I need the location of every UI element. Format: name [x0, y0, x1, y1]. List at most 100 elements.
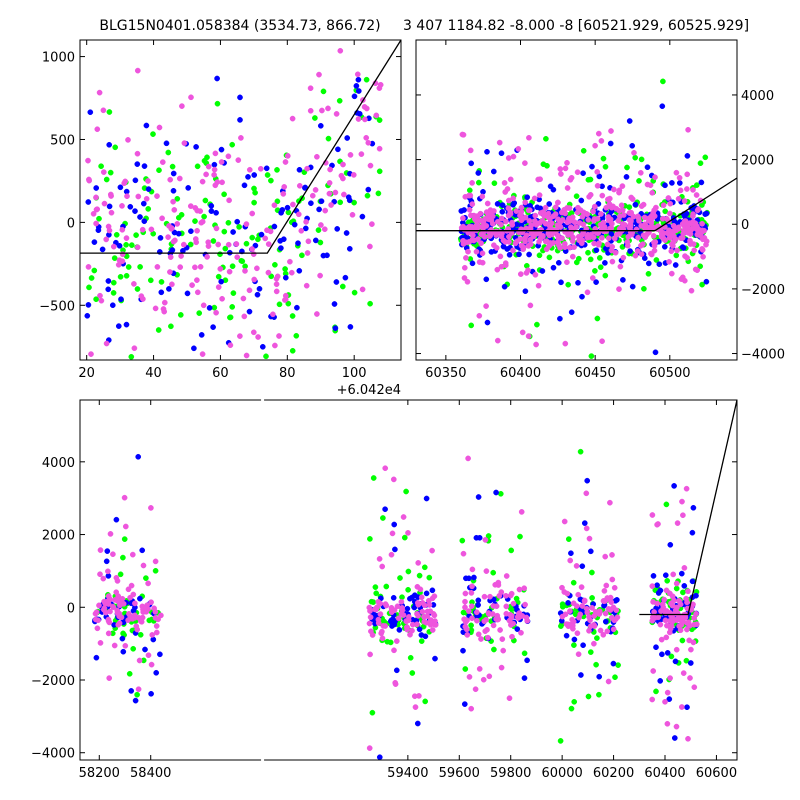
- pink-data-point: [655, 614, 662, 621]
- green-data-point: [588, 353, 595, 359]
- pink-data-point: [603, 582, 610, 589]
- pink-data-point: [85, 264, 92, 270]
- pink-data-point: [693, 192, 700, 198]
- pink-data-point: [610, 604, 617, 611]
- pink-data-point: [587, 623, 594, 630]
- blue-data-point: [475, 597, 482, 604]
- pink-data-point: [562, 165, 569, 172]
- pink-data-point: [558, 171, 564, 177]
- blue-data-point: [317, 122, 324, 129]
- pink-data-point: [476, 312, 483, 319]
- green-data-point: [585, 693, 592, 700]
- pink-data-point: [637, 169, 644, 176]
- blue-data-point: [99, 246, 106, 253]
- blue-data-point: [575, 279, 581, 286]
- pink-data-point: [617, 263, 624, 270]
- blue-data-point: [351, 93, 358, 100]
- green-data-point: [317, 239, 324, 246]
- pink-data-point: [532, 212, 539, 219]
- blue-data-point: [471, 574, 477, 581]
- blue-data-point: [312, 237, 319, 244]
- pink-data-point: [138, 618, 145, 625]
- pink-data-point: [428, 618, 434, 625]
- blue-data-point: [579, 293, 585, 300]
- blue-data-point: [132, 208, 138, 214]
- pink-data-point: [199, 351, 206, 357]
- blue-data-point: [623, 174, 630, 180]
- green-data-point: [192, 218, 198, 224]
- blue-data-point: [115, 323, 122, 329]
- green-data-point: [145, 206, 152, 212]
- pink-data-point: [363, 134, 370, 141]
- pink-data-point: [429, 627, 436, 633]
- pink-data-point: [225, 153, 232, 160]
- x-tick-label: 59800: [490, 766, 531, 781]
- green-data-point: [93, 296, 99, 303]
- pink-data-point: [675, 195, 682, 202]
- blue-data-point: [629, 142, 636, 149]
- green-data-point: [626, 204, 633, 210]
- blue-data-point: [499, 208, 506, 215]
- blue-data-point: [143, 122, 150, 129]
- pink-data-point: [319, 107, 325, 114]
- pink-data-point: [602, 553, 609, 560]
- blue-data-point: [423, 590, 430, 597]
- blue-data-point: [316, 206, 322, 213]
- green-data-point: [187, 241, 194, 248]
- x-tick-label: 58400: [130, 766, 171, 781]
- pink-data-point: [421, 613, 427, 620]
- pink-data-point: [179, 103, 185, 109]
- pink-data-point: [591, 228, 598, 235]
- green-data-point: [571, 642, 577, 648]
- pink-data-point: [148, 599, 154, 606]
- pink-data-point: [691, 684, 698, 691]
- pink-data-point: [305, 238, 312, 245]
- pink-data-point: [116, 620, 123, 627]
- pink-data-point: [690, 211, 696, 217]
- pink-data-point: [274, 273, 281, 280]
- pink-data-point: [276, 333, 282, 339]
- pink-data-point: [131, 281, 137, 287]
- pink-data-point: [415, 560, 422, 566]
- pink-data-point: [497, 253, 504, 260]
- pink-data-point: [127, 594, 133, 601]
- blue-data-point: [237, 117, 243, 123]
- pink-data-point: [570, 234, 576, 241]
- pink-data-point: [688, 287, 695, 294]
- blue-data-point: [93, 654, 100, 661]
- blue-data-point: [106, 203, 113, 210]
- pink-data-point: [119, 258, 126, 265]
- blue-data-point: [191, 345, 197, 352]
- green-data-point: [641, 285, 647, 292]
- pink-data-point: [469, 180, 475, 186]
- blue-data-point: [614, 597, 620, 603]
- blue-data-point: [461, 207, 467, 213]
- pink-data-point: [680, 512, 686, 519]
- green-data-point: [123, 241, 129, 248]
- x-tick-label: 60400: [644, 766, 685, 781]
- blue-data-point: [153, 669, 160, 676]
- pink-data-point: [303, 219, 309, 225]
- pink-data-point: [391, 647, 397, 654]
- green-data-point: [376, 168, 383, 175]
- blue-data-point: [157, 235, 164, 241]
- pink-data-point: [153, 623, 160, 629]
- green-data-point: [215, 273, 222, 280]
- x-tick-label: 60350: [425, 366, 466, 381]
- pink-data-point: [373, 606, 379, 613]
- green-data-point: [405, 586, 411, 593]
- pink-data-point: [176, 175, 183, 182]
- green-data-point: [632, 154, 639, 161]
- pink-data-point: [601, 588, 608, 594]
- blue-data-point: [483, 276, 490, 283]
- pink-data-point: [483, 303, 489, 309]
- pink-data-point: [609, 220, 615, 227]
- pink-data-point: [498, 215, 505, 222]
- pink-data-point: [181, 140, 188, 146]
- blue-data-point: [141, 218, 148, 225]
- pink-data-point: [485, 610, 492, 616]
- green-data-point: [299, 252, 305, 259]
- pink-data-point: [467, 147, 474, 154]
- pink-data-point: [600, 219, 607, 226]
- pink-data-point: [691, 615, 698, 621]
